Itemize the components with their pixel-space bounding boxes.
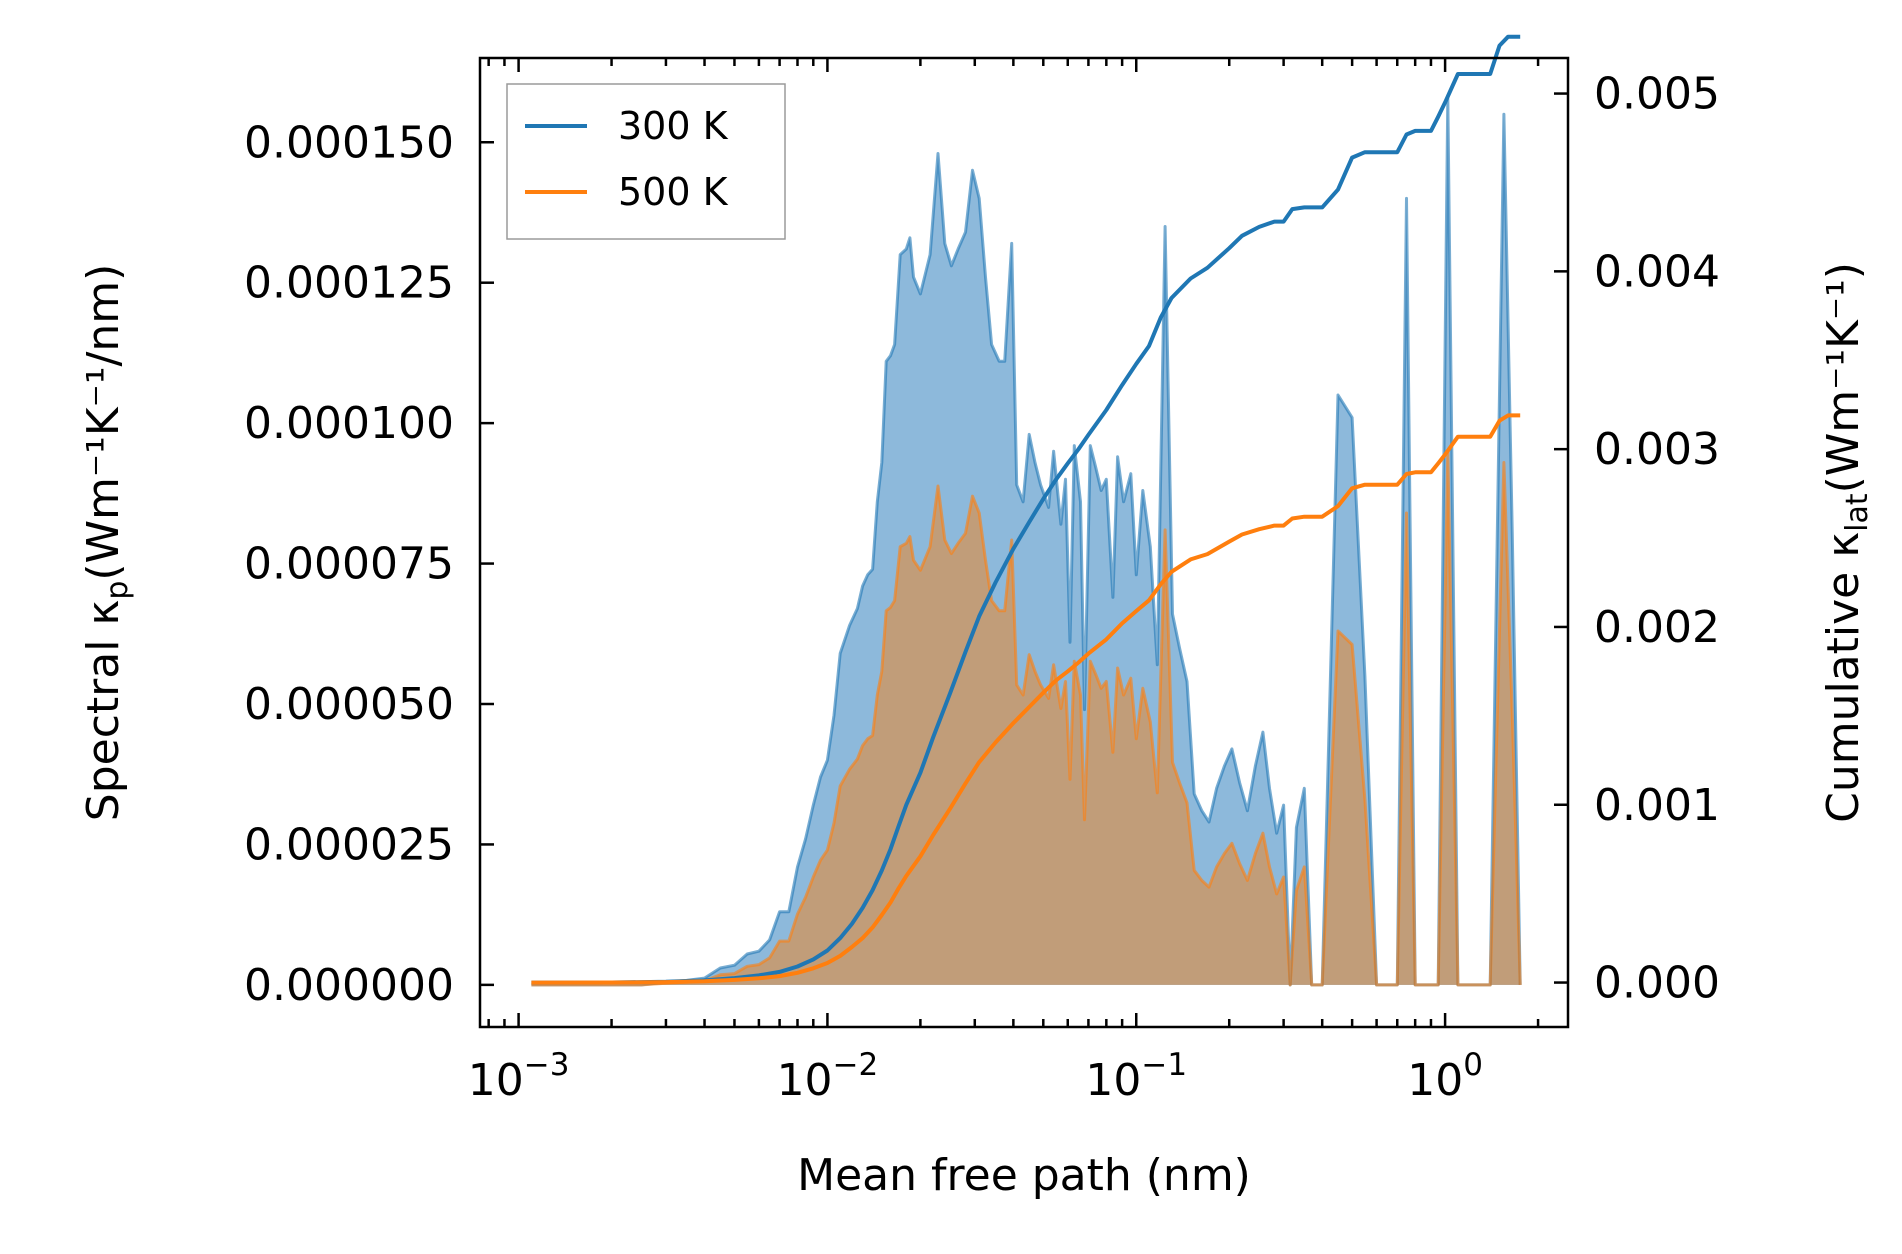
y-right-tick-label: 0.005: [1594, 69, 1720, 120]
y-left-label-unit: (Wm⁻¹K⁻¹/nm): [78, 264, 129, 581]
plot-frame: [478, 56, 1570, 1029]
spectral-line-500k: [531, 450, 1522, 987]
spectral-fills: [531, 97, 1521, 985]
x-tick-exponent: 0: [1463, 1047, 1483, 1083]
x-tick-label: 10−2: [777, 1047, 879, 1106]
spectral-area-500k: [531, 452, 1521, 985]
y-left-tick-label: 0.000025: [244, 819, 454, 870]
cumulative-lines: [531, 34, 1521, 985]
y-left-tick-label: 0.000000: [244, 960, 454, 1011]
y-right-tick-label: 0.001: [1594, 780, 1720, 831]
y-left-tick-label: 0.000100: [244, 398, 454, 449]
legend-label-500k: 500 K: [618, 170, 729, 214]
x-tick-exponent: −2: [833, 1047, 879, 1083]
y-right-tick-label: 0.003: [1594, 424, 1720, 475]
axis-ticks: [480, 58, 1568, 1027]
y-left-axis-label: Spectral κp(Wm⁻¹K⁻¹/nm): [78, 264, 135, 821]
tick-labels: 10−3 10−2 10−1 1000.0000000.0000250.0000500…: [244, 69, 1720, 1106]
y-left-tick-label: 0.000125: [244, 258, 454, 309]
y-right-label-sub: lat: [1840, 493, 1875, 532]
x-tick-base: 10: [777, 1055, 833, 1106]
cumulative-line-300k: [531, 34, 1521, 985]
x-tick-base: 10: [1085, 1055, 1141, 1106]
y-left-tick-label: 0.000050: [244, 679, 454, 730]
y-right-label-main: Cumulative κ: [1818, 532, 1869, 823]
x-tick-label: 100: [1407, 1047, 1483, 1106]
x-tick-base: 10: [1407, 1055, 1463, 1106]
legend: 300 K 500 K: [506, 83, 786, 240]
x-axis-label: Mean free path (nm): [797, 1150, 1251, 1201]
spectral-area-300k: [531, 97, 1521, 985]
spectral-lines: [531, 95, 1522, 987]
x-tick-exponent: −1: [1141, 1047, 1187, 1083]
x-tick-label: 10−1: [1085, 1047, 1187, 1106]
x-tick-label: 10−3: [468, 1047, 570, 1106]
y-left-tick-label: 0.000075: [244, 539, 454, 590]
legend-label-300k: 300 K: [618, 104, 729, 148]
y-right-tick-label: 0.000: [1594, 958, 1720, 1009]
x-tick-exponent: −3: [524, 1047, 570, 1083]
legend-box: [506, 83, 786, 240]
y-right-label-unit: (Wm⁻¹K⁻¹): [1818, 262, 1869, 493]
y-left-tick-label: 0.000150: [244, 117, 454, 168]
y-right-axis-label: Cumulative κlat(Wm⁻¹K⁻¹): [1818, 262, 1875, 823]
y-right-tick-label: 0.004: [1594, 246, 1720, 297]
cumulative-line-500k: [531, 413, 1521, 985]
x-tick-base: 10: [468, 1055, 524, 1106]
y-right-tick-label: 0.002: [1594, 602, 1720, 653]
y-left-label-sub: p: [100, 581, 135, 600]
y-left-label-main: Spectral κ: [78, 600, 129, 822]
